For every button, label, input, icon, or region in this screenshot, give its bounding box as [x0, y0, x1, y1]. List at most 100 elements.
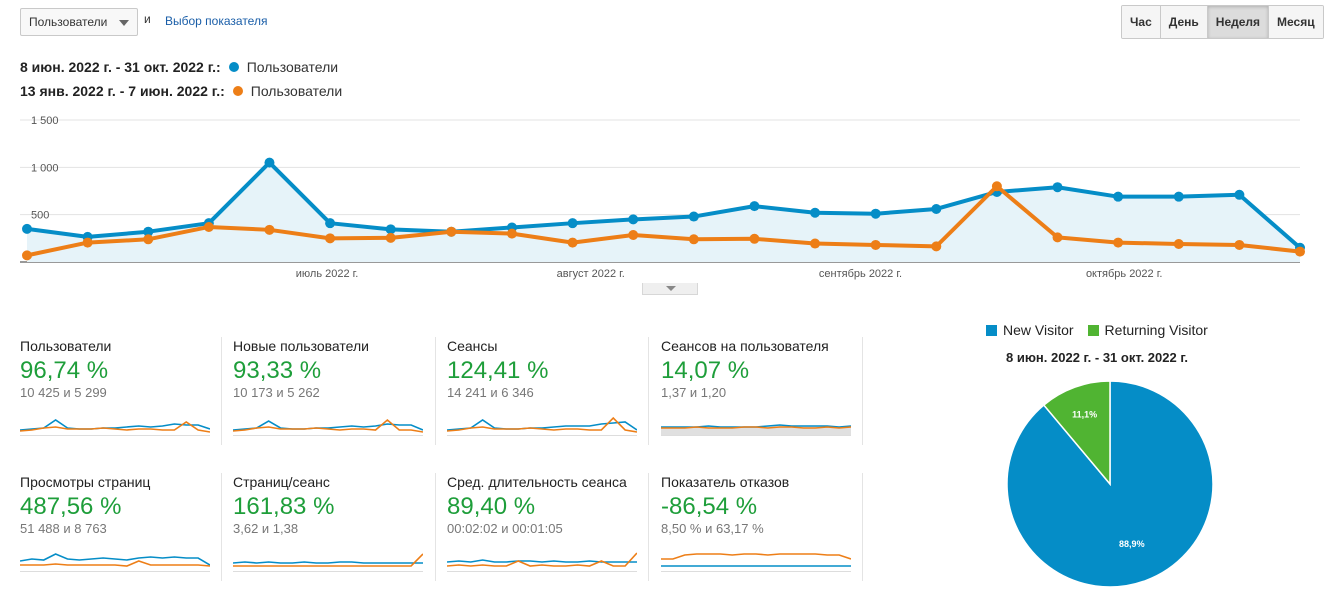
data-point[interactable] — [749, 201, 760, 212]
data-point[interactable] — [385, 232, 396, 243]
tile-pages-per-session[interactable]: Страниц/сеанс 161,83 % 3,62 и 1,38 — [233, 474, 433, 584]
data-point[interactable] — [688, 211, 699, 222]
data-point[interactable] — [931, 241, 942, 252]
data-point[interactable] — [22, 250, 32, 261]
tile-change: 14,07 % — [661, 357, 750, 384]
divider — [221, 337, 222, 445]
tile-change: 161,83 % — [233, 493, 335, 520]
data-point[interactable] — [1052, 232, 1063, 243]
pie-legend: New Visitor Returning Visitor — [986, 322, 1222, 338]
data-point[interactable] — [325, 218, 336, 229]
data-point[interactable] — [325, 233, 336, 244]
tile-sparkline — [20, 419, 210, 436]
data-point[interactable] — [1173, 191, 1184, 202]
data-point[interactable] — [506, 228, 517, 239]
data-point[interactable] — [810, 207, 821, 218]
data-point[interactable] — [1052, 182, 1063, 193]
period-day-button[interactable]: День — [1160, 6, 1208, 38]
sparkline-current — [447, 419, 637, 431]
divider — [862, 473, 863, 581]
divider — [435, 337, 436, 445]
pie-legend-returning[interactable]: Returning Visitor — [1087, 322, 1208, 338]
sparkline-previous — [233, 553, 423, 567]
tile-users[interactable]: Пользователи 96,74 % 10 425 и 5 299 — [20, 338, 220, 448]
divider — [435, 473, 436, 581]
users-line-chart: 1 500 1 000 500 июль 2022 г. август 2022 г. с… — [20, 115, 1305, 280]
period-hour-button[interactable]: Час — [1122, 6, 1161, 38]
legend-current-dot — [228, 62, 239, 72]
data-point[interactable] — [567, 218, 578, 229]
data-point[interactable] — [931, 203, 942, 214]
tile-sparkline — [661, 553, 851, 572]
tile-pageviews[interactable]: Просмотры страниц 487,56 % 51 488 и 8 76… — [20, 474, 220, 584]
period-week-button[interactable]: Неделя — [1207, 6, 1270, 38]
tile-bounce-rate[interactable]: Показатель отказов -86,54 % 8,50 % и 63,… — [661, 474, 861, 584]
visitor-type-pie-chart: 88,9% 11,1% — [1006, 380, 1214, 588]
tile-label: Страниц/сеанс — [233, 474, 330, 490]
data-point[interactable] — [203, 221, 214, 232]
data-point[interactable] — [385, 224, 396, 235]
tile-change: 124,41 % — [447, 357, 549, 384]
data-point[interactable] — [870, 239, 881, 250]
choose-metric-link[interactable]: Выбор показателя — [165, 14, 268, 28]
data-point[interactable] — [1173, 239, 1184, 250]
pie-slice[interactable] — [1042, 380, 1111, 487]
tile-change: 487,56 % — [20, 493, 122, 520]
y-tick-label: 500 — [31, 210, 49, 222]
sparkline-previous — [20, 421, 210, 433]
tile-label: Сред. длительность сеанса — [447, 474, 627, 490]
data-point[interactable] — [688, 234, 699, 245]
data-point[interactable] — [1295, 246, 1305, 257]
tile-values: 10 425 и 5 299 — [20, 385, 107, 400]
data-point[interactable] — [446, 226, 457, 237]
divider — [648, 337, 649, 445]
data-point[interactable] — [628, 230, 639, 241]
data-point[interactable] — [143, 226, 154, 237]
data-point[interactable] — [22, 223, 32, 234]
pie-legend-new[interactable]: New Visitor — [986, 322, 1074, 338]
data-point[interactable] — [810, 238, 821, 249]
tile-avg-session-duration[interactable]: Сред. длительность сеанса 89,40 % 00:02:… — [447, 474, 647, 584]
tile-values: 51 488 и 8 763 — [20, 521, 107, 536]
tile-label: Новые пользователи — [233, 338, 369, 354]
data-point[interactable] — [567, 237, 578, 248]
sparkline-previous — [447, 416, 637, 433]
tile-sessions-per-user[interactable]: Сеансов на пользователя 14,07 % 1,37 и 1… — [661, 338, 861, 448]
tile-new-users[interactable]: Новые пользователи 93,33 % 10 173 и 5 26… — [233, 338, 433, 448]
data-point[interactable] — [1113, 191, 1124, 202]
tile-sparkline — [20, 553, 210, 572]
data-point[interactable] — [82, 237, 93, 248]
data-point[interactable] — [264, 224, 275, 235]
period-month-button[interactable]: Месяц — [1269, 6, 1323, 38]
legend-current-range: 8 июн. 2022 г. - 31 окт. 2022 г.: — [20, 59, 221, 75]
data-point[interactable] — [143, 234, 154, 245]
data-point[interactable] — [870, 208, 881, 219]
sparkline-current — [20, 553, 210, 566]
divider — [221, 473, 222, 581]
data-point[interactable] — [991, 181, 1002, 192]
pie-legend-new-label: New Visitor — [1003, 322, 1074, 338]
data-point[interactable] — [628, 214, 639, 225]
data-point[interactable] — [264, 157, 275, 168]
pie-slice-label: 88,9% — [1119, 539, 1145, 549]
chart-collapse-handle[interactable] — [642, 283, 698, 295]
tile-sparkline — [447, 416, 637, 436]
sparkline-current — [20, 419, 210, 431]
legend-current: 8 июн. 2022 г. - 31 окт. 2022 г.: Пользо… — [20, 59, 338, 75]
data-point[interactable] — [1234, 189, 1245, 200]
tile-values: 1,37 и 1,20 — [661, 385, 727, 400]
pie-legend-returning-label: Returning Visitor — [1104, 322, 1208, 338]
tile-sparkline — [233, 553, 423, 572]
tile-change: 93,33 % — [233, 357, 322, 384]
data-point[interactable] — [749, 233, 760, 244]
tile-values: 3,62 и 1,38 — [233, 521, 299, 536]
metric-select[interactable]: Пользователи — [20, 8, 138, 36]
data-point[interactable] — [1113, 237, 1124, 248]
data-point[interactable] — [1234, 239, 1245, 250]
tile-sessions[interactable]: Сеансы 124,41 % 14 241 и 6 346 — [447, 338, 647, 448]
legend-current-name: Пользователи — [246, 59, 339, 75]
y-tick-label: 1 000 — [31, 162, 59, 174]
divider — [862, 337, 863, 445]
tile-sparkline — [233, 418, 423, 436]
chevron-down-icon — [119, 20, 129, 26]
